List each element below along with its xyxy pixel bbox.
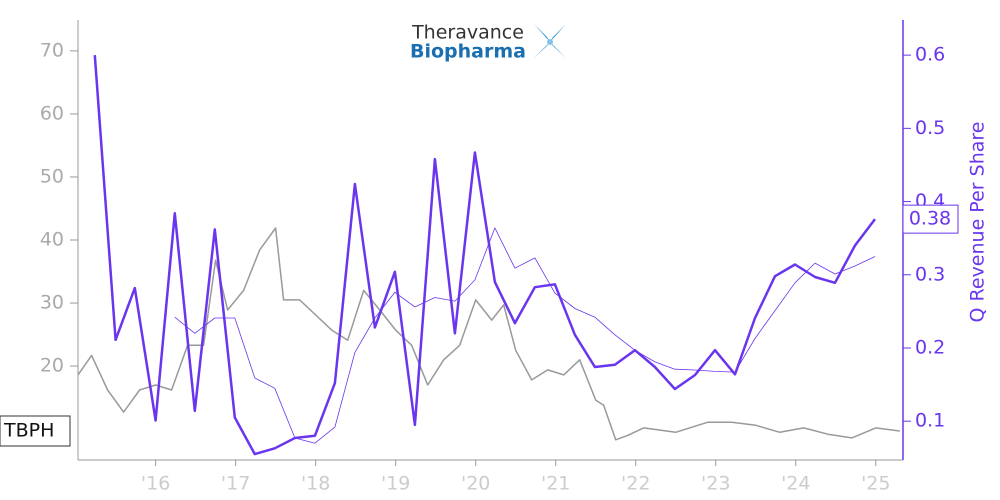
x-tick-label: '25 [861,473,890,495]
y2-tick-label: 0.3 [915,263,945,285]
logo-text: Theravance [411,22,524,44]
y-tick-label: 20 [40,355,64,377]
x-tick-label: '17 [221,473,250,495]
x-tick-label: '16 [141,473,170,495]
series-line [174,227,876,444]
series-line [77,227,900,441]
logo-text: Biopharma [410,41,526,63]
y-tick-label: 50 [40,165,64,187]
x-tick-label: '18 [301,473,330,495]
series-line [93,55,876,456]
y2-tick-label: 0.2 [915,336,945,358]
y-tick-label: 70 [40,39,64,61]
y-tick-label: 40 [40,229,64,251]
y-tick-label: 30 [40,292,64,314]
ticker-label: TBPH [3,420,54,442]
y2-axis-title: Q Revenue Per Share [967,122,989,323]
y2-tick-label: 0.6 [915,44,945,66]
last-value-box [902,204,959,234]
last-value-label: 0.38 [909,208,951,230]
x-tick-label: '20 [461,473,490,495]
x-tick-label: '23 [701,473,730,495]
logo: Theravance Biopharma [410,22,566,63]
x-tick-label: '19 [381,473,410,495]
y2-tick-label: 0.1 [915,410,945,432]
x-tick-label: '24 [781,473,810,495]
ticker-box [0,415,71,447]
y-tick-label: 60 [40,102,64,124]
x-tick-label: '21 [541,473,570,495]
y2-tick-label: 0.5 [915,117,945,139]
x-tick-label: '22 [621,473,650,495]
logo-icon [534,24,566,58]
